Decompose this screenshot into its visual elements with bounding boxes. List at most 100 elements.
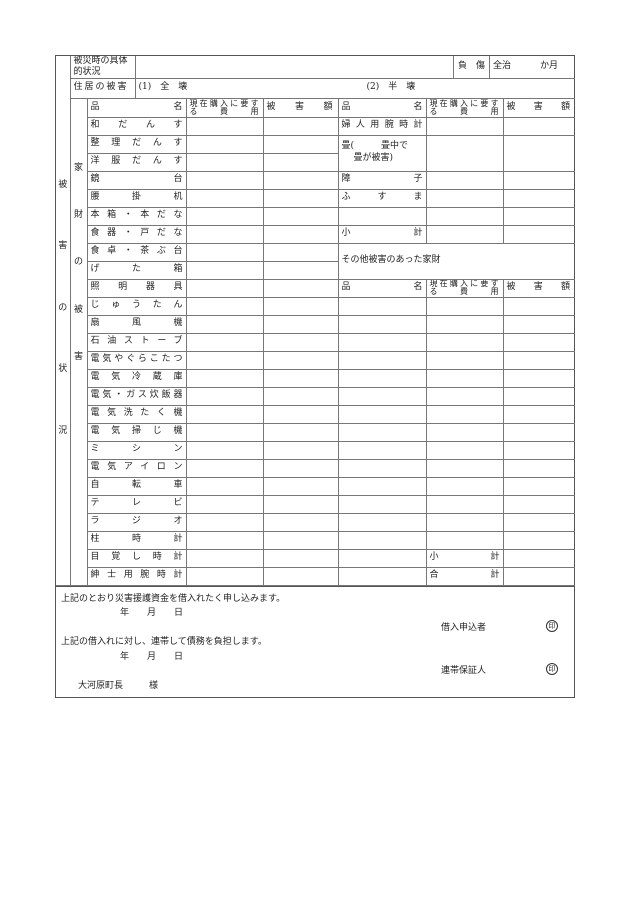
right-damage-cell[interactable] bbox=[502, 458, 576, 478]
right-item-cell[interactable] bbox=[337, 458, 427, 478]
right-cost-cell[interactable] bbox=[425, 386, 504, 406]
damage-cell[interactable] bbox=[262, 206, 339, 226]
recovery-field[interactable]: 全治 か月 bbox=[489, 56, 575, 77]
right-damage-cell[interactable] bbox=[502, 332, 576, 352]
right-damage-cell[interactable] bbox=[502, 530, 576, 550]
damage-cell[interactable] bbox=[262, 494, 339, 514]
right-damage-cell[interactable] bbox=[502, 440, 576, 460]
right-item-cell[interactable] bbox=[337, 314, 427, 334]
right-cost-cell[interactable] bbox=[425, 404, 504, 424]
cost-cell[interactable] bbox=[185, 116, 264, 136]
cost-cell[interactable] bbox=[185, 476, 264, 496]
right-cost-cell[interactable] bbox=[425, 512, 504, 532]
damage-cell[interactable] bbox=[262, 152, 339, 172]
cost-cell[interactable] bbox=[185, 350, 264, 370]
right-cost-cell[interactable] bbox=[425, 314, 504, 334]
damage-cell[interactable] bbox=[262, 242, 339, 262]
cost-cell[interactable] bbox=[185, 332, 264, 352]
damage-cell[interactable] bbox=[262, 512, 339, 532]
right-damage-cell[interactable] bbox=[502, 170, 576, 190]
right-damage-cell[interactable] bbox=[502, 548, 576, 568]
right-item-cell[interactable] bbox=[337, 566, 427, 586]
cost-cell[interactable] bbox=[185, 170, 264, 190]
damage-cell[interactable] bbox=[262, 278, 339, 298]
right-cost-cell[interactable] bbox=[425, 332, 504, 352]
right-item-cell[interactable] bbox=[337, 476, 427, 496]
damage-cell[interactable] bbox=[262, 548, 339, 568]
damage-cell[interactable] bbox=[262, 566, 339, 586]
cost-cell[interactable] bbox=[185, 458, 264, 478]
cost-cell[interactable] bbox=[185, 260, 264, 280]
right-cost-cell[interactable] bbox=[425, 134, 504, 172]
right-cost-cell[interactable] bbox=[425, 224, 504, 244]
damage-cell[interactable] bbox=[262, 422, 339, 442]
cost-cell[interactable] bbox=[185, 188, 264, 208]
right-item-cell[interactable] bbox=[337, 422, 427, 442]
damage-cell[interactable] bbox=[262, 368, 339, 388]
right-damage-cell[interactable] bbox=[502, 422, 576, 442]
right-item-cell[interactable] bbox=[337, 404, 427, 424]
right-damage-cell[interactable] bbox=[502, 476, 576, 496]
cost-cell[interactable] bbox=[185, 494, 264, 514]
date-field-1[interactable]: 年 月 日 bbox=[120, 607, 184, 618]
right-item-cell[interactable] bbox=[337, 530, 427, 550]
damage-cell[interactable] bbox=[262, 386, 339, 406]
right-item-cell[interactable] bbox=[337, 368, 427, 388]
cost-cell[interactable] bbox=[185, 404, 264, 424]
cost-cell[interactable] bbox=[185, 566, 264, 586]
right-cost-cell[interactable] bbox=[425, 494, 504, 514]
damage-cell[interactable] bbox=[262, 314, 339, 334]
right-cost-cell[interactable] bbox=[425, 440, 504, 460]
right-damage-cell[interactable] bbox=[502, 368, 576, 388]
right-item-cell[interactable] bbox=[337, 512, 427, 532]
cost-cell[interactable] bbox=[185, 548, 264, 568]
cost-cell[interactable] bbox=[185, 386, 264, 406]
right-item-cell[interactable] bbox=[337, 296, 427, 316]
right-item-cell[interactable] bbox=[337, 206, 427, 226]
damage-cell[interactable] bbox=[262, 134, 339, 154]
right-damage-cell[interactable] bbox=[502, 224, 576, 244]
right-cost-cell[interactable] bbox=[425, 170, 504, 190]
damage-cell[interactable] bbox=[262, 296, 339, 316]
damage-cell[interactable] bbox=[262, 476, 339, 496]
right-item-cell[interactable] bbox=[337, 548, 427, 568]
cost-cell[interactable] bbox=[185, 314, 264, 334]
right-item-cell[interactable] bbox=[337, 386, 427, 406]
right-damage-cell[interactable] bbox=[502, 206, 576, 226]
right-cost-cell[interactable] bbox=[425, 296, 504, 316]
right-damage-cell[interactable] bbox=[502, 296, 576, 316]
cost-cell[interactable] bbox=[185, 530, 264, 550]
damage-cell[interactable] bbox=[262, 458, 339, 478]
right-damage-cell[interactable] bbox=[502, 566, 576, 586]
right-cost-cell[interactable] bbox=[425, 188, 504, 208]
damage-cell[interactable] bbox=[262, 116, 339, 136]
right-cost-cell[interactable] bbox=[425, 368, 504, 388]
right-item-cell[interactable] bbox=[337, 494, 427, 514]
damage-cell[interactable] bbox=[262, 260, 339, 280]
damage-cell[interactable] bbox=[262, 440, 339, 460]
right-damage-cell[interactable] bbox=[502, 314, 576, 334]
right-cost-cell[interactable] bbox=[425, 350, 504, 370]
cost-cell[interactable] bbox=[185, 152, 264, 172]
right-damage-cell[interactable] bbox=[502, 512, 576, 532]
right-cost-cell[interactable] bbox=[425, 422, 504, 442]
cost-cell[interactable] bbox=[185, 206, 264, 226]
right-cost-cell[interactable] bbox=[425, 476, 504, 496]
damage-cell[interactable] bbox=[262, 530, 339, 550]
right-cost-cell[interactable] bbox=[425, 530, 504, 550]
right-damage-cell[interactable] bbox=[502, 134, 576, 172]
right-item-cell[interactable] bbox=[337, 332, 427, 352]
option-half-collapse[interactable]: (2) 半 壊 bbox=[366, 82, 416, 93]
cost-cell[interactable] bbox=[185, 368, 264, 388]
right-cost-cell[interactable] bbox=[425, 116, 504, 136]
right-damage-cell[interactable] bbox=[502, 116, 576, 136]
cost-cell[interactable] bbox=[185, 440, 264, 460]
right-item-cell[interactable] bbox=[337, 350, 427, 370]
cost-cell[interactable] bbox=[185, 224, 264, 244]
cost-cell[interactable] bbox=[185, 134, 264, 154]
situation-field[interactable] bbox=[136, 56, 454, 77]
damage-cell[interactable] bbox=[262, 224, 339, 244]
cost-cell[interactable] bbox=[185, 422, 264, 442]
damage-cell[interactable] bbox=[262, 188, 339, 208]
option-total-collapse[interactable]: (1) 全 壊 bbox=[138, 82, 188, 93]
